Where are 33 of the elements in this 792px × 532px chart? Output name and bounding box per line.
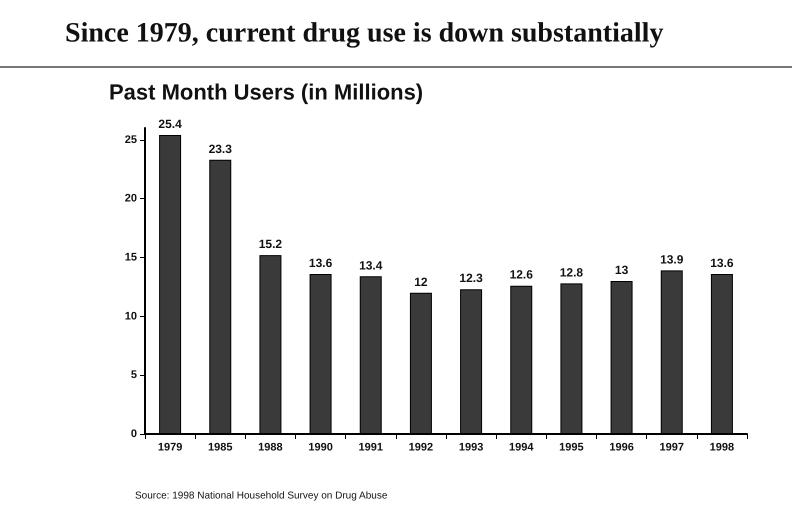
x-tick-label: 1995: [559, 442, 584, 454]
data-label: 12.6: [510, 268, 534, 282]
x-tick-label: 1992: [408, 442, 434, 454]
y-tick-label: 5: [130, 369, 137, 382]
chart-subtitle: Past Month Users (in Millions): [109, 80, 424, 104]
x-tick-label: 1997: [660, 442, 684, 454]
data-label: 12.3: [459, 271, 484, 286]
x-tick-label: 1994: [509, 442, 534, 454]
x-tick-label: 1996: [609, 442, 634, 454]
chart-title: Since 1979, current drug use is down substantially: [65, 18, 664, 48]
data-label: 13.6: [710, 256, 734, 270]
x-tick-label: 1991: [358, 442, 383, 454]
y-tick-label: 10: [124, 310, 137, 322]
y-tick-label: 25: [124, 134, 137, 146]
data-label: 13.9: [660, 252, 684, 266]
x-tick-label: 1985: [208, 442, 232, 454]
data-label: 13.4: [359, 258, 383, 272]
source-note: Source: 1998 National Household Survey on Drug Abuse: [135, 490, 388, 502]
data-label: 12.8: [560, 265, 584, 280]
y-tick-label: 20: [124, 192, 137, 205]
x-tick-label: 1988: [258, 442, 283, 454]
data-label: 12: [414, 274, 428, 289]
data-label: 15.2: [258, 237, 282, 252]
x-tick-label: 1993: [458, 442, 484, 454]
x-tick-label: 1990: [308, 442, 333, 454]
y-tick-label: 0: [130, 428, 137, 440]
x-tick-label: 1979: [158, 442, 182, 454]
data-label: 13.6: [308, 256, 333, 270]
data-label: 25.4: [158, 117, 182, 132]
data-label: 23.3: [208, 142, 232, 156]
data-label: 13: [614, 263, 629, 277]
y-tick-label: 15: [124, 251, 137, 264]
x-tick-label: 1998: [710, 442, 734, 454]
